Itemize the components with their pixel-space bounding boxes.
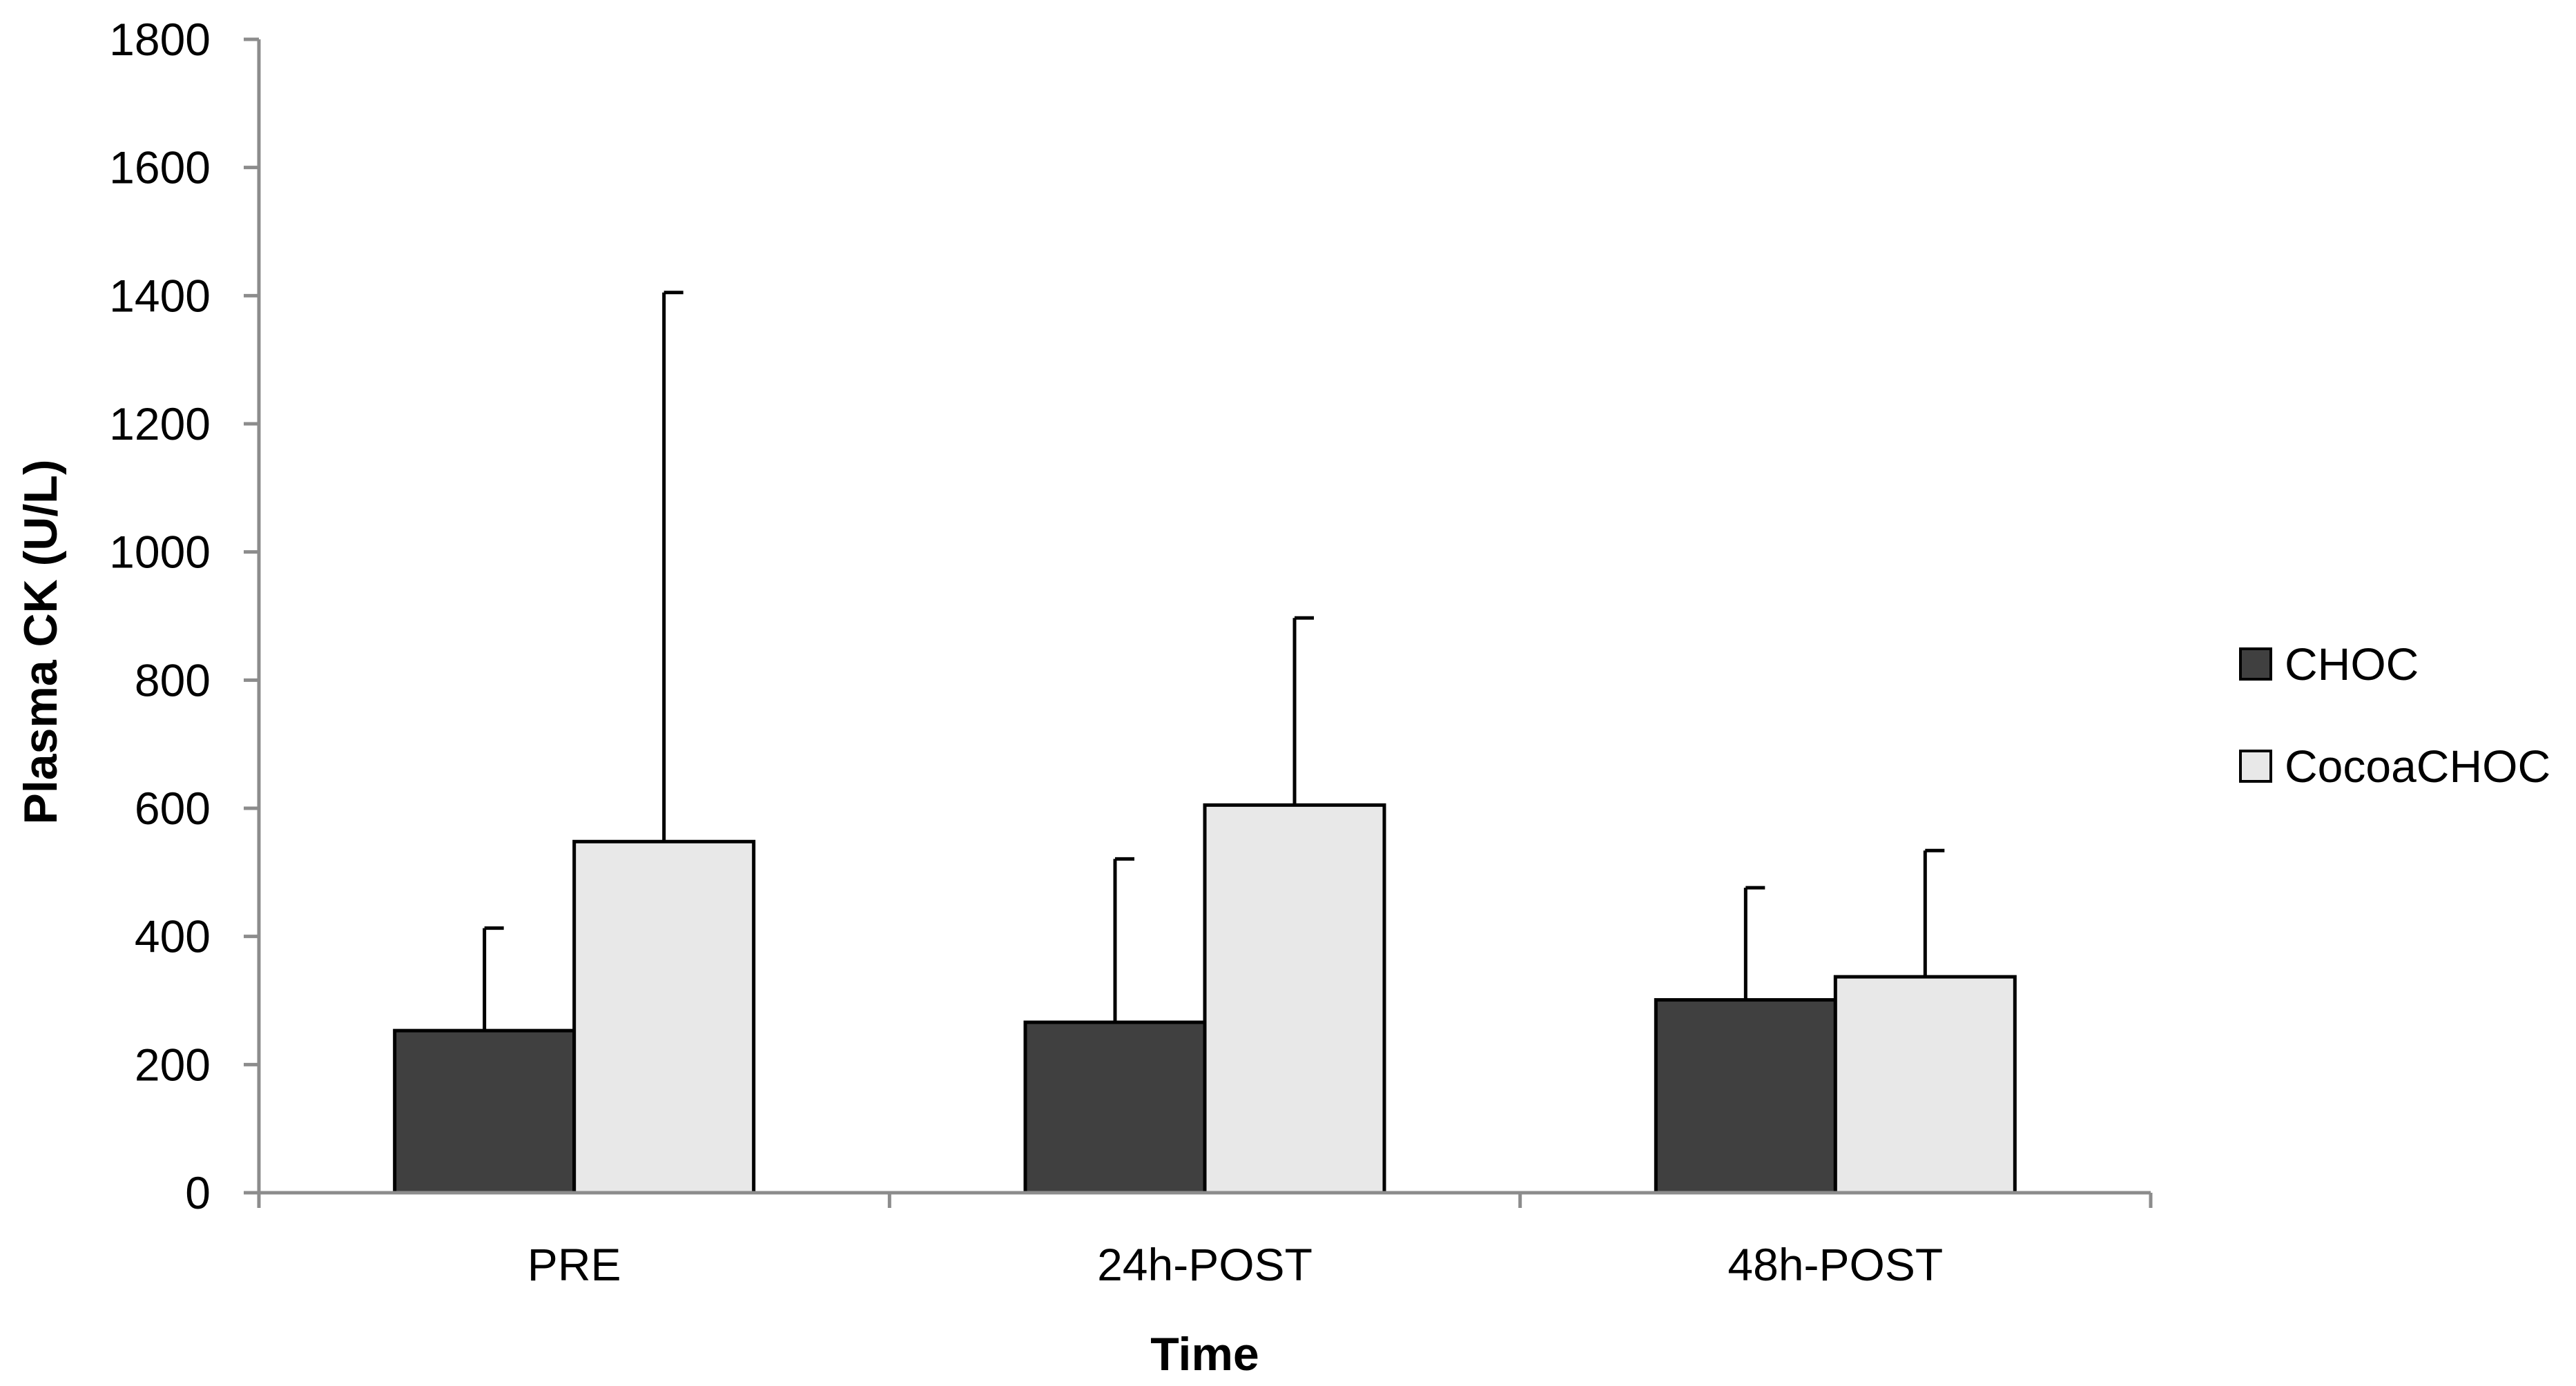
- y-tick-label: 1000: [109, 527, 211, 578]
- y-tick-label: 1200: [109, 398, 211, 449]
- y-tick-label: 1400: [109, 270, 211, 321]
- bar: [1654, 998, 1837, 1195]
- y-axis-title: Plasma CK (U/L): [14, 460, 67, 825]
- bars-group: [393, 803, 2017, 1195]
- y-tick-label: 600: [135, 783, 211, 834]
- legend-swatch: [2239, 750, 2272, 783]
- y-tick-label: 800: [135, 654, 211, 705]
- x-tick-label: 24h-POST: [1097, 1239, 1313, 1290]
- axes-group: [257, 39, 2151, 1195]
- bar: [1833, 975, 2017, 1195]
- x-tick-label: PRE: [527, 1239, 621, 1290]
- y-axis-ticks: 0 200 400 600 800 1000 1200 1400 1600 1800: [109, 14, 259, 1218]
- bar: [572, 839, 756, 1195]
- x-axis-title: Time: [1150, 1328, 1259, 1380]
- y-tick-label: 400: [135, 911, 211, 962]
- x-tick-label: 48h-POST: [1727, 1239, 1943, 1290]
- legend: CHOC CocoaCHOC: [2239, 638, 2550, 792]
- y-tick-label: 1600: [109, 142, 211, 193]
- bar: [1203, 803, 1386, 1195]
- legend-label: CocoaCHOC: [2285, 741, 2550, 792]
- y-tick-label: 1800: [109, 14, 211, 65]
- bar: [393, 1028, 577, 1195]
- legend-swatch: [2239, 647, 2272, 681]
- y-tick-label: 0: [185, 1167, 211, 1218]
- legend-label: CHOC: [2285, 638, 2419, 690]
- error-bars-group: [483, 291, 1945, 1031]
- bar: [1023, 1020, 1207, 1195]
- x-axis-ticks: PRE 24h-POST 48h-POST: [257, 1193, 2153, 1290]
- y-tick-label: 200: [135, 1039, 211, 1090]
